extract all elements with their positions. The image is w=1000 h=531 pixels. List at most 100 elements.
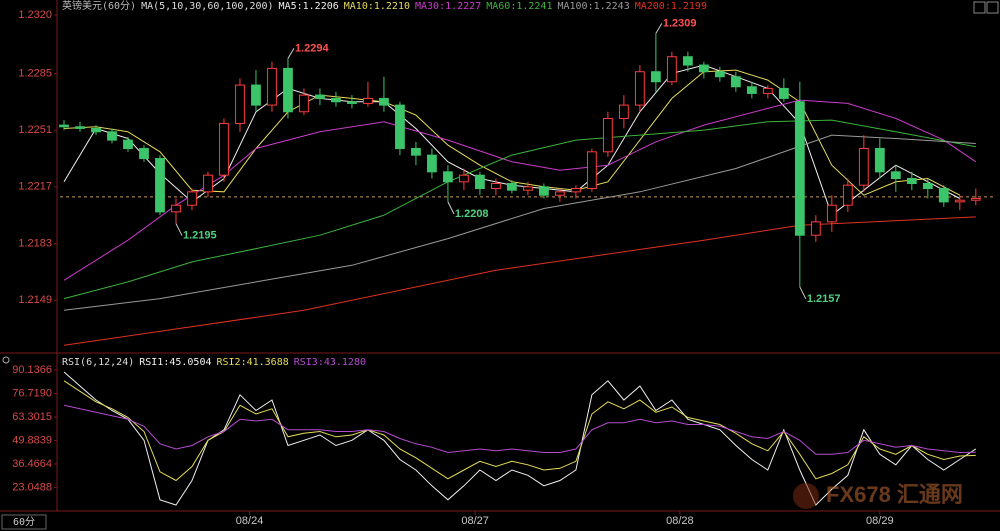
candle-body <box>91 127 101 133</box>
annotation-label: 1.2157 <box>807 293 841 305</box>
candle-body <box>618 104 629 119</box>
candle-body <box>794 101 805 236</box>
x-tick-label: 08/29 <box>866 515 894 527</box>
candle-body <box>459 174 469 183</box>
annotation-leader <box>799 286 807 300</box>
annotation-leader <box>655 23 663 34</box>
candle-body <box>538 186 549 196</box>
candle-body <box>187 191 197 206</box>
candle-body <box>299 94 309 113</box>
legend-entry: MA100:1.2243 <box>557 1 629 12</box>
candle-body <box>570 188 581 193</box>
annotation-leader <box>447 201 455 215</box>
candle-body <box>682 56 693 66</box>
legend-entry: RSI2:41.3688 <box>217 357 289 368</box>
period-box[interactable] <box>1 514 47 530</box>
x-tick-label: 08/27 <box>461 515 489 527</box>
legend-entry: MA30:1.2227 <box>415 1 481 12</box>
candle-body <box>203 174 213 193</box>
panel-icon <box>2 356 10 364</box>
candle-body <box>155 157 165 213</box>
y-tick-label: 1.2251 <box>18 124 52 136</box>
candle-body <box>602 117 613 153</box>
legend-entry: MA200:1.2199 <box>635 1 707 12</box>
candle-body <box>251 84 261 106</box>
legend-entry: RSI1:45.0504 <box>139 357 211 368</box>
y-tick-label: 1.2149 <box>18 294 52 306</box>
candle-body <box>922 183 933 190</box>
y-tick-label: 90.1366 <box>12 364 52 376</box>
candle-body <box>171 204 181 213</box>
candle-body <box>363 97 373 104</box>
candle-body <box>139 147 149 159</box>
candle-body <box>235 84 245 124</box>
line-series <box>63 404 976 455</box>
window-button[interactable] <box>986 1 999 14</box>
candle-body <box>443 171 453 183</box>
indicator-label: RSI(6,12,24) <box>62 357 134 368</box>
candle-body <box>666 56 677 83</box>
candle-body <box>523 186 533 191</box>
candle-body <box>411 147 421 156</box>
annotation-leader <box>175 223 183 236</box>
candle-body <box>107 131 117 141</box>
chart-title: 英镑美元(60分) <box>62 0 136 12</box>
candle-body <box>491 183 501 190</box>
legend-entry: RSI3:43.1280 <box>294 357 366 368</box>
legend-entry: MA5:1.2206 <box>279 1 339 12</box>
candle-body <box>634 71 645 106</box>
candle-body <box>826 204 837 223</box>
annotation-label: 1.2309 <box>663 17 697 29</box>
candle-body <box>123 139 133 149</box>
annotation-label: 1.2195 <box>183 229 217 241</box>
candle-body <box>475 174 485 190</box>
y-tick-label: 76.7190 <box>12 387 52 399</box>
candle-body <box>650 71 661 83</box>
candle-body <box>970 198 981 201</box>
candle-body <box>810 221 821 236</box>
candle-body <box>842 184 853 206</box>
indicator-label: MA(5,10,30,60,100,200) <box>141 1 273 12</box>
candle-body <box>379 97 389 106</box>
annotation-leader <box>287 48 295 59</box>
candle-body <box>59 124 69 128</box>
candle-body <box>219 122 229 176</box>
candle-body <box>315 94 325 99</box>
x-tick-label: 08/24 <box>236 515 264 527</box>
candle-body <box>954 199 965 203</box>
watermark-logo <box>793 483 819 509</box>
candle-body <box>347 101 357 104</box>
candle-body <box>890 171 901 180</box>
legend-entry: MA60:1.2241 <box>486 1 552 12</box>
candle-body <box>874 147 885 173</box>
y-tick-label: 1.2217 <box>18 181 52 193</box>
line-series <box>63 216 976 346</box>
candle-body <box>267 67 277 106</box>
candle-body <box>938 188 949 203</box>
y-tick-label: 23.0488 <box>12 481 52 493</box>
candle-body <box>283 67 293 113</box>
y-tick-label: 1.2285 <box>18 67 52 79</box>
window-button[interactable] <box>973 1 986 14</box>
y-tick-label: 1.2320 <box>18 9 52 21</box>
period-label: 60分 <box>13 516 35 528</box>
annotation-label: 1.2208 <box>455 208 489 220</box>
line-series <box>63 380 976 482</box>
x-tick-label: 08/28 <box>666 515 694 527</box>
legend-entry: MA10:1.2210 <box>344 1 410 12</box>
annotation-label: 1.2294 <box>295 42 330 54</box>
candle-body <box>507 183 517 191</box>
candle-body <box>427 154 437 173</box>
candle-body <box>778 87 789 99</box>
line-series <box>63 134 976 311</box>
candle-body <box>554 191 565 196</box>
candle-body <box>746 86 757 94</box>
candle-body <box>395 104 405 149</box>
candle-body <box>730 76 741 88</box>
candle-body <box>762 87 773 94</box>
candle-body <box>331 97 341 103</box>
candle-body <box>586 151 597 190</box>
y-tick-label: 63.3015 <box>12 411 52 423</box>
